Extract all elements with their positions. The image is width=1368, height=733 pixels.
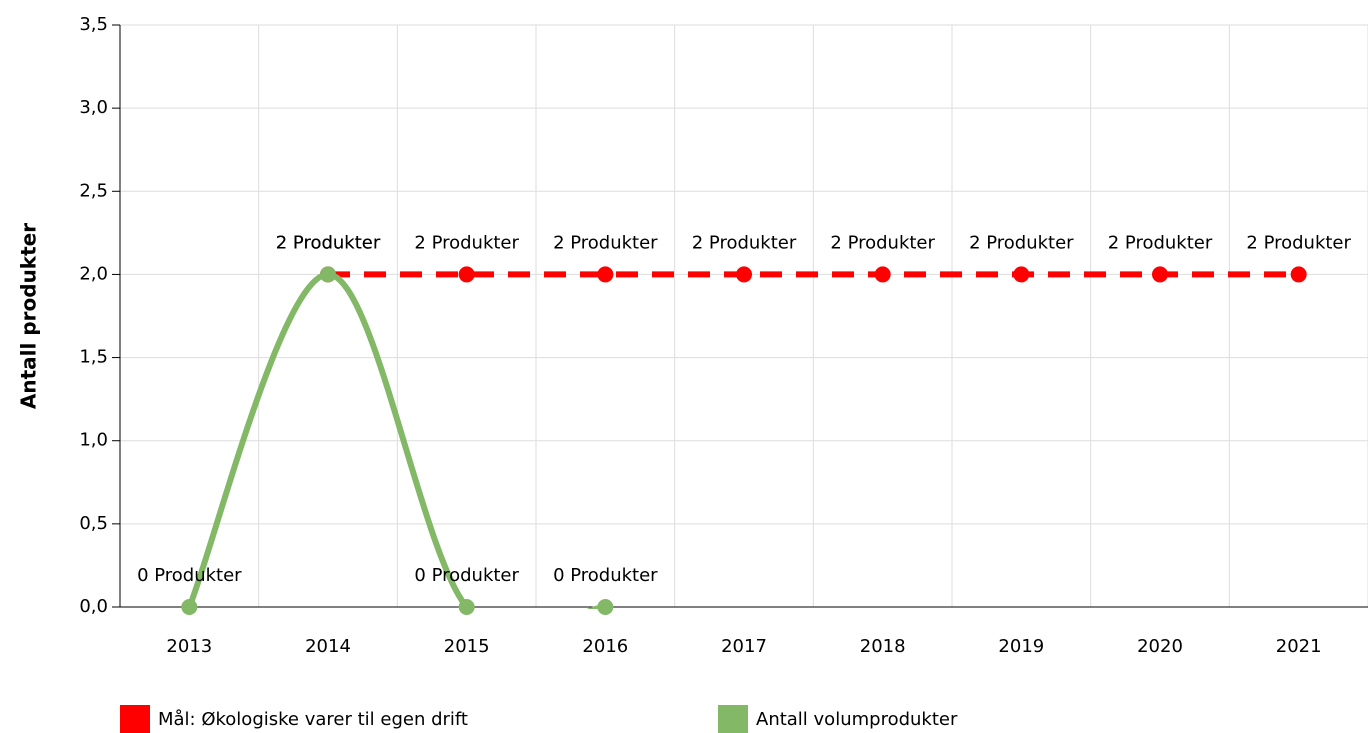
y-tick-label: 0,5 <box>79 513 108 534</box>
point <box>458 599 475 615</box>
point <box>1290 266 1307 283</box>
point <box>458 266 475 283</box>
data-label: 0 Produkter <box>553 565 658 586</box>
point <box>597 266 614 283</box>
point <box>181 599 198 615</box>
series-line <box>186 271 609 609</box>
y-tick-label: 1,5 <box>79 347 108 368</box>
x-tick-label: 2017 <box>721 636 767 657</box>
y-tick-label: 3,0 <box>79 97 108 118</box>
point <box>1152 266 1168 283</box>
legend-label: Antall volumprodukter <box>756 709 958 730</box>
data-label: 2 Produkter <box>692 232 797 253</box>
data-label: 2 Produkter <box>1246 232 1351 253</box>
data-label: 2 Produkter <box>553 232 658 253</box>
point <box>597 599 614 615</box>
x-tick-label: 2019 <box>998 636 1044 657</box>
data-label: 2 Produkter <box>276 232 381 253</box>
x-tick-label: 2020 <box>1137 636 1183 657</box>
point <box>320 266 336 283</box>
legend-swatch <box>718 705 748 733</box>
data-label: 2 Produkter <box>414 232 519 253</box>
y-tick-label: 0,0 <box>79 596 108 617</box>
point <box>1013 266 1030 283</box>
x-tick-label: 2013 <box>166 636 212 657</box>
data-label: 2 Produkter <box>969 232 1074 253</box>
data-label: 0 Produkter <box>414 565 519 586</box>
y-tick-label: 2,5 <box>79 180 108 201</box>
data-label: 2 Produkter <box>1108 232 1213 253</box>
y-tick-label: 1,0 <box>79 430 108 451</box>
point <box>736 266 752 283</box>
x-tick-label: 2021 <box>1276 636 1322 657</box>
x-tick-label: 2015 <box>444 636 490 657</box>
x-tick-label: 2014 <box>305 636 351 657</box>
point <box>874 266 891 283</box>
legend-label: Mål: Økologiske varer til egen drift <box>158 709 468 730</box>
y-tick-label: 3,5 <box>79 14 108 35</box>
y-tick-label: 2,0 <box>79 263 108 284</box>
y-axis-title: Antall produkter <box>17 223 41 409</box>
legend-swatch <box>120 705 150 733</box>
data-label: 2 Produkter <box>276 232 381 253</box>
data-label: 0 Produkter <box>137 565 242 586</box>
x-tick-label: 2016 <box>582 636 628 657</box>
data-label: 2 Produkter <box>830 232 935 253</box>
x-tick-label: 2018 <box>860 636 906 657</box>
